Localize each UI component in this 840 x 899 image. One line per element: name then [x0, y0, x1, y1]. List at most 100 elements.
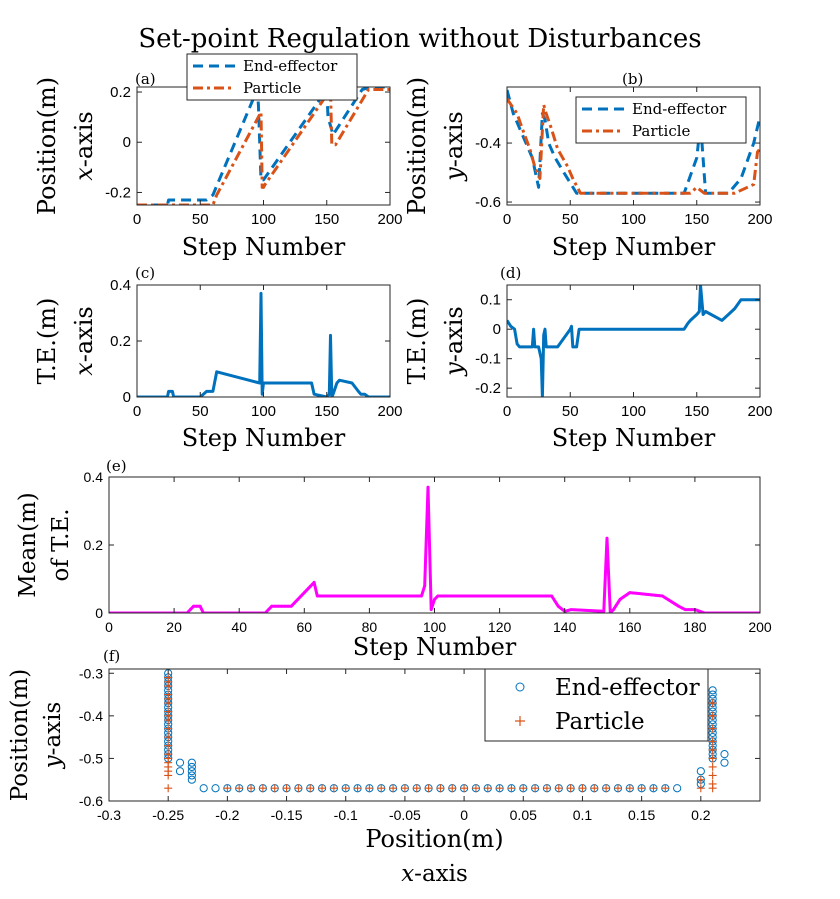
mean-te-point [589, 609, 593, 613]
y-tick-label: -0.4 [79, 708, 103, 724]
particle-point [602, 784, 611, 793]
particle-point [708, 724, 717, 733]
mean-te-point [413, 594, 417, 598]
mean-te-point [420, 594, 423, 598]
particle-point [164, 733, 173, 742]
mean-te-point [527, 594, 531, 598]
particle-point [223, 784, 232, 793]
axis-var: y [440, 167, 468, 182]
y-axis-label-2: y-axis [440, 306, 468, 377]
mean-te-point [664, 596, 668, 600]
axes-box [108, 668, 761, 802]
mean-te-point [309, 584, 313, 588]
legend-label: Particle [632, 122, 691, 140]
mean-te-point [361, 594, 365, 598]
x-tick-label: 100 [423, 619, 447, 635]
particle-point [708, 754, 717, 763]
mean-te-point [524, 594, 528, 598]
y-tick-label: -0.6 [475, 194, 501, 211]
panel-e: 0 20 40 60 80 100 120 140 160 180 200 0 0.2 0.4(e) Ste… [15, 457, 772, 661]
mean-te-point [498, 594, 501, 598]
x-tick-label: 0.2 [691, 807, 711, 823]
particle-point [625, 784, 634, 793]
particle-point [365, 784, 374, 793]
y-axis-label: T.E.(m) [403, 298, 431, 385]
axis-suffix: -axis [70, 111, 98, 167]
end-effector-point [211, 784, 220, 793]
figure-title: Set-point Regulation without Disturbance… [138, 24, 701, 54]
mean-te-point [400, 594, 404, 598]
y-tick-label: 0 [95, 605, 103, 621]
particle-point [164, 694, 173, 703]
particle-point [258, 784, 267, 793]
x-tick-label: 100 [621, 211, 646, 228]
x-axis-label: Step Number [552, 424, 716, 452]
mean-te-point [381, 594, 384, 598]
mean-te-point [267, 608, 270, 611]
mean-te-point [605, 536, 609, 540]
particle-point [590, 784, 599, 793]
x-axis-label: Step Number [182, 233, 346, 261]
mean-te-point [556, 604, 560, 608]
mean-te-point [543, 594, 547, 598]
mean-te-point [387, 594, 391, 598]
particle-point [318, 784, 327, 793]
y-tick-label: 0.2 [110, 84, 131, 101]
particle-point [247, 784, 256, 793]
x-tick-label: -0.1 [334, 807, 358, 823]
particle-point [495, 784, 504, 793]
mean-te-point [198, 604, 202, 608]
mean-te-point [595, 609, 599, 613]
mean-te-point [638, 592, 641, 596]
particle-point [613, 784, 622, 793]
axis-suffix: -axis [440, 111, 468, 167]
mean-te-point [289, 604, 293, 608]
mean-te-point [501, 594, 505, 598]
x-tick-label: 150 [684, 403, 709, 420]
mean-te-point [455, 594, 459, 598]
mean-te-point [504, 594, 508, 598]
mean-te-point [618, 598, 622, 601]
mean-te-point [462, 594, 466, 598]
mean-te-point [468, 594, 472, 598]
mean-te-point [423, 584, 427, 588]
axis-var: x [70, 167, 98, 181]
mean-te-point [377, 594, 381, 598]
axis-var: x [401, 861, 414, 887]
mean-te-point [286, 604, 290, 608]
mean-te-point [634, 591, 638, 595]
particle-point [507, 784, 516, 793]
mean-te-point [390, 594, 394, 598]
x-tick-label: -0.2 [215, 807, 239, 823]
mean-te-point [530, 594, 534, 598]
legend-item-end-effector: End-effector [582, 100, 727, 118]
end-effector-point [187, 775, 196, 784]
axis-var: y [440, 362, 468, 377]
particle-point [389, 784, 398, 793]
panel-label: (a) [135, 70, 156, 88]
y-tick-label: 0.2 [110, 333, 131, 350]
mean-te-point [560, 607, 563, 611]
x-tick-label: 0 [503, 211, 511, 228]
panel-label: (b) [622, 70, 643, 88]
y-axis-label: Position(m) [7, 669, 33, 802]
x-tick-label: 0 [105, 619, 113, 635]
end-effector-point [696, 767, 705, 776]
particle-point [708, 745, 717, 754]
legend: End-effector Particle [575, 96, 747, 144]
x-tick-label: 0.05 [510, 807, 537, 823]
y-axis-label: T.E.(m) [33, 298, 61, 385]
data-layer [137, 291, 390, 397]
mean-te-point [328, 594, 332, 598]
mean-te-point [472, 594, 475, 598]
end-effector-point [708, 690, 717, 699]
particle-point [235, 784, 244, 793]
mean-te-point [384, 594, 388, 598]
mean-te-point [446, 594, 449, 598]
data-layer [507, 89, 760, 195]
axis-suffix: -axis [440, 306, 468, 362]
end-effector-point [187, 771, 196, 780]
mean-te-point [452, 594, 456, 598]
x-tick-label: 180 [683, 619, 707, 635]
mean-te-point [481, 594, 485, 598]
